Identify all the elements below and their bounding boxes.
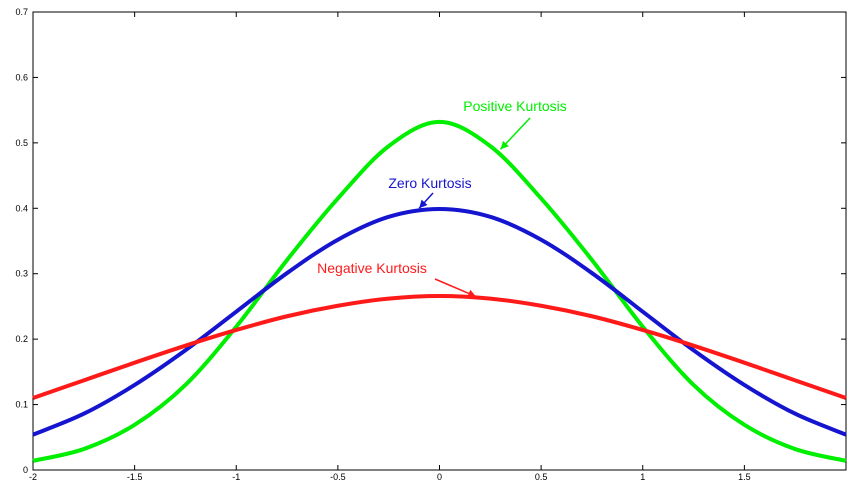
series-layer <box>32 119 847 463</box>
annotation-label-positive: Positive Kurtosis <box>463 98 566 114</box>
x-tick-label: -1.5 <box>127 472 143 482</box>
x-tick-label: -0.5 <box>330 472 346 482</box>
x-tick-label: 1.5 <box>738 472 751 482</box>
y-tick-label: 0.4 <box>15 203 28 213</box>
x-tick-label: 1 <box>640 472 645 482</box>
plot-area <box>32 11 847 471</box>
series-line-positive <box>32 119 847 463</box>
y-tick-label: 0.2 <box>15 334 28 344</box>
x-tick-label: 0.5 <box>535 472 548 482</box>
y-tick-label: 0 <box>23 465 28 475</box>
y-tick-label: 0.1 <box>15 400 28 410</box>
plot-frame <box>32 11 847 471</box>
x-axis: -2 -1.5 -1 -0.5 0 0.5 1 1.5 <box>29 12 751 482</box>
y-axis: 0 0.1 0.2 0.3 0.4 0.5 0.6 0.7 <box>15 7 846 475</box>
x-tick-label: 0 <box>437 472 442 482</box>
annotation-layer: Positive Kurtosis Zero Kurtosis Negative K… <box>317 98 567 298</box>
annotation-arrowhead-negative <box>467 289 477 298</box>
y-tick-label: 0.7 <box>15 7 28 17</box>
x-tick-label: -1 <box>232 472 240 482</box>
y-tick-label: 0.5 <box>15 138 28 148</box>
series-line-zero <box>32 206 847 437</box>
annotation-arrowhead-positive <box>500 140 509 150</box>
annotation-label-zero: Zero Kurtosis <box>388 175 471 191</box>
y-tick-label: 0.3 <box>15 269 28 279</box>
series-line-negative <box>32 293 847 400</box>
x-tick-label: -2 <box>29 472 37 482</box>
annotation-arrowhead-zero <box>419 199 428 209</box>
y-tick-label: 0.6 <box>15 72 28 82</box>
annotation-label-negative: Negative Kurtosis <box>317 260 427 276</box>
